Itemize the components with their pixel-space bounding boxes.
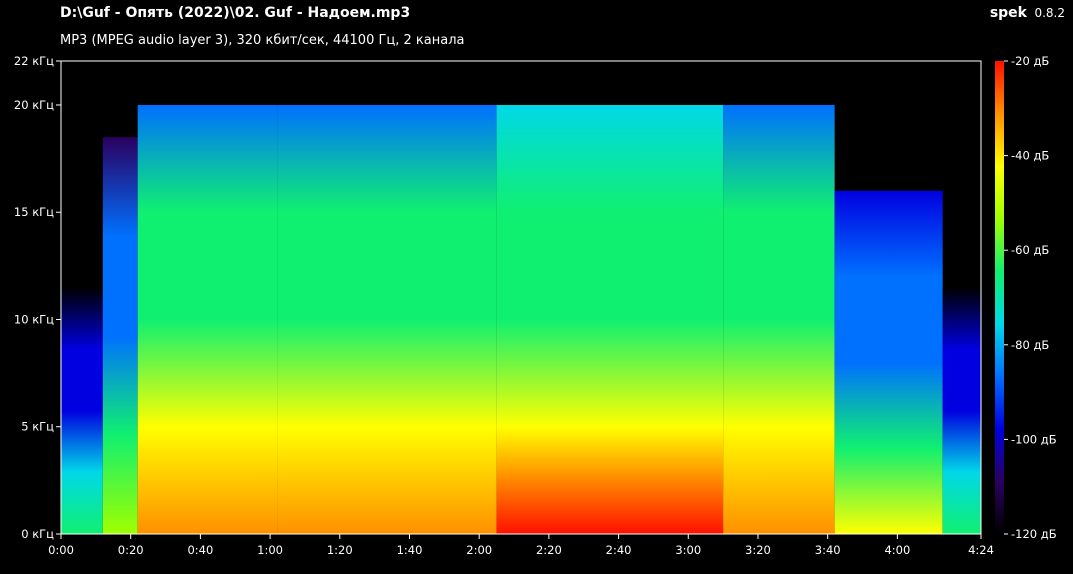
app-name: spek (989, 5, 1027, 21)
spectrum-segment (137, 104, 278, 534)
file-info: MP3 (MPEG audio layer 3), 320 кбит/сек, … (60, 33, 465, 48)
y-tick-label: 5 кГц (21, 420, 54, 434)
spectrum-segment (277, 104, 497, 534)
colorbar-tick-label: -120 дБ (1011, 527, 1057, 541)
spectrum-segment (496, 104, 724, 534)
spectrum-segment (102, 137, 138, 534)
colorbar (995, 61, 1004, 534)
x-tick-label: 0:00 (48, 543, 74, 557)
x-tick-label: 1:40 (397, 543, 423, 557)
x-tick-label: 1:00 (257, 543, 283, 557)
x-tick-label: 1:20 (327, 543, 353, 557)
spectrum-segment (61, 287, 103, 534)
x-tick-label: 4:00 (884, 543, 910, 557)
colorbar-tick-label: -80 дБ (1011, 338, 1049, 352)
app-brand: spek 0.8.2 (990, 5, 1065, 21)
x-tick-label: 2:20 (536, 543, 562, 557)
colorbar-tick-label: -60 дБ (1011, 243, 1049, 257)
colorbar-tick-label: -20 дБ (1011, 54, 1049, 68)
spectrum-segment (834, 190, 943, 534)
y-tick-label: 0 кГц (21, 527, 54, 541)
spectrum-segment (942, 287, 981, 534)
x-tick-label: 3:00 (675, 543, 701, 557)
spectrum-segment (723, 104, 835, 534)
colorbar-tick-label: -100 дБ (1011, 432, 1057, 446)
x-tick-label: 3:40 (815, 543, 841, 557)
x-tick-label: 0:20 (118, 543, 144, 557)
colorbar-tick-label: -40 дБ (1011, 149, 1049, 163)
y-tick-label: 10 кГц (14, 312, 54, 326)
x-tick-label: 2:00 (466, 543, 492, 557)
x-tick-label: 2:40 (606, 543, 632, 557)
app-version: 0.8.2 (1034, 6, 1065, 20)
x-tick-label: 0:40 (187, 543, 213, 557)
x-tick-label: 3:20 (745, 543, 771, 557)
y-tick-label: 22 кГц (14, 54, 54, 68)
y-tick-label: 20 кГц (14, 98, 54, 112)
y-tick-label: 15 кГц (14, 205, 54, 219)
file-title: D:\Guf - Опять (2022)\02. Guf - Надоем.m… (60, 5, 411, 21)
plot-frame (60, 60, 982, 535)
x-tick-label: 4:24 (968, 543, 994, 557)
